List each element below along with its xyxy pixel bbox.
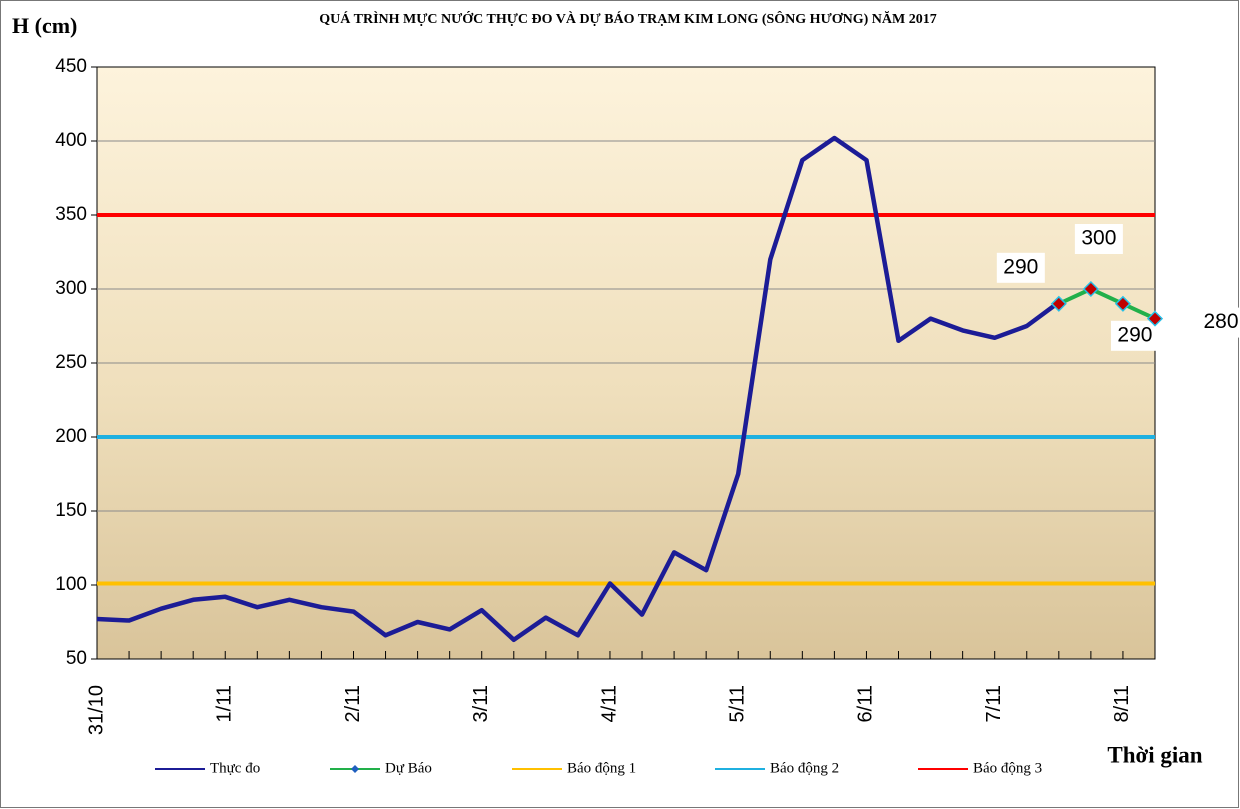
x-tick-label: 1/11	[214, 685, 236, 722]
legend-label: Báo động 3	[973, 760, 1042, 776]
x-tick-label: 31/10	[85, 685, 107, 735]
y-tick-label: 400	[55, 130, 87, 151]
x-tick-label: 5/11	[726, 685, 748, 722]
x-axis-label: Thời gian	[1107, 742, 1202, 767]
y-tick-label: 350	[55, 204, 87, 225]
legend-label: Thực đo	[210, 760, 260, 776]
x-tick-label: 6/11	[855, 685, 877, 722]
legend-label: Dự Báo	[385, 760, 432, 776]
x-tick-label: 7/11	[983, 685, 1005, 722]
y-axis-label: H (cm)	[12, 13, 77, 38]
series-line	[96, 135, 1061, 643]
y-tick-label: 450	[55, 56, 87, 77]
data-label: 290	[1117, 323, 1152, 346]
y-tick-label: 300	[55, 278, 87, 299]
chart-title: QUÁ TRÌNH MỰC NƯỚC THỰC ĐO VÀ DỰ BÁO TRẠ…	[319, 10, 936, 27]
data-label-bg	[1197, 307, 1240, 338]
legend-label: Báo động 2	[770, 760, 839, 776]
marker	[1050, 295, 1067, 312]
x-tick-label: 8/11	[1111, 685, 1133, 722]
data-label: 290	[1003, 255, 1038, 278]
data-label-bg	[1110, 320, 1159, 351]
y-tick-label: 100	[55, 574, 87, 595]
y-tick-label: 50	[66, 648, 87, 669]
series-line	[1057, 287, 1156, 321]
legend-marker	[351, 765, 359, 773]
y-tick-label: 150	[55, 500, 87, 521]
marker	[1082, 280, 1099, 298]
x-tick-label: 3/11	[470, 685, 492, 722]
x-tick-label: 4/11	[598, 685, 620, 722]
marker	[1146, 310, 1164, 327]
y-tick-label: 200	[55, 426, 87, 447]
x-tick-label: 2/11	[342, 685, 364, 722]
y-tick-label: 250	[55, 352, 87, 373]
marker	[1114, 295, 1132, 312]
data-label: 300	[1081, 227, 1116, 250]
data-label-bg	[996, 252, 1045, 283]
data-label: 280	[1203, 310, 1238, 333]
legend-label: Báo động 1	[567, 760, 636, 776]
data-label-bg	[1074, 224, 1123, 254]
